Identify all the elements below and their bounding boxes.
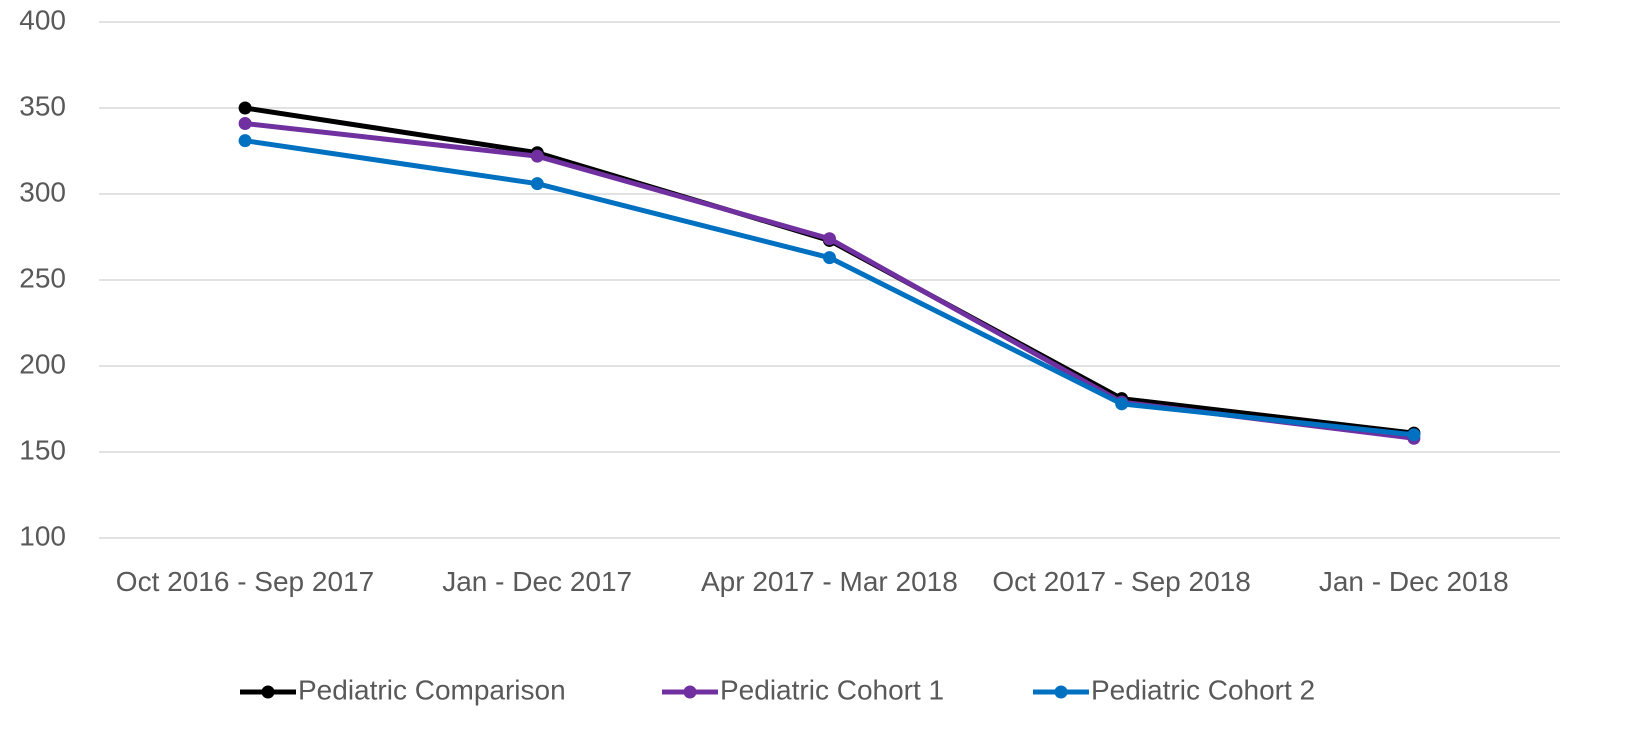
y-tick-label: 400 <box>19 4 66 35</box>
x-tick-label: Oct 2017 - Sep 2018 <box>992 566 1251 597</box>
marker <box>1115 397 1129 411</box>
marker <box>238 116 252 130</box>
legend-label: Pediatric Cohort 1 <box>720 674 944 705</box>
x-tick-label: Jan - Dec 2017 <box>442 566 633 597</box>
x-tick-label: Jan - Dec 2018 <box>1318 566 1509 597</box>
y-tick-label: 200 <box>19 348 66 379</box>
y-tick-label: 350 <box>19 90 66 121</box>
line <box>244 105 1415 436</box>
line <box>244 138 1415 438</box>
x-tick-label: Oct 2016 - Sep 2017 <box>115 566 375 597</box>
marker <box>238 101 252 115</box>
line <box>244 120 1415 441</box>
marker <box>530 177 544 191</box>
y-tick-label: 100 <box>19 520 66 551</box>
legend-marker <box>1054 685 1068 699</box>
marker <box>530 149 544 163</box>
marker <box>823 232 836 246</box>
y-tick-label: 250 <box>19 262 66 293</box>
marker <box>238 134 252 148</box>
x-tick-label: Apr 2017 - Mar 2018 <box>700 566 958 597</box>
legend-marker <box>683 685 697 699</box>
y-tick-label: 300 <box>19 176 66 207</box>
marker <box>1407 428 1421 442</box>
marker <box>823 251 836 265</box>
legend-marker <box>261 685 275 699</box>
y-tick-label: 150 <box>19 434 66 465</box>
legend-label: Pediatric Comparison <box>298 674 566 705</box>
legend-label: Pediatric Cohort 2 <box>1091 674 1315 705</box>
